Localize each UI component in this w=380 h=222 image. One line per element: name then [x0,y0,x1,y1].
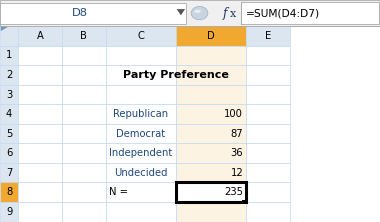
Bar [18,143,62,163]
Bar [106,104,176,124]
Text: N =: N = [109,187,128,197]
Bar [246,85,290,104]
Text: 3: 3 [6,89,12,100]
Bar [246,182,290,202]
Bar [176,85,246,104]
Ellipse shape [194,10,201,13]
Bar [0,104,18,124]
Bar [246,26,290,46]
Bar [0,0,380,26]
Bar [62,202,106,222]
Bar [241,2,379,24]
Text: 7: 7 [6,168,12,178]
Bar [18,65,62,85]
Polygon shape [1,27,8,31]
Bar [62,143,106,163]
Bar [106,202,176,222]
Bar [246,163,290,182]
Bar [176,46,246,65]
Bar [62,104,106,124]
Bar [176,65,246,85]
Bar [176,182,246,202]
Bar [62,163,106,182]
Bar [246,46,290,65]
Bar [106,163,176,182]
Text: Party Preference: Party Preference [123,70,229,80]
Text: 8: 8 [6,187,12,197]
Text: 12: 12 [230,168,243,178]
Text: D8: D8 [72,8,88,18]
Bar [0,3,186,24]
Text: 1: 1 [6,50,12,61]
Bar [106,143,176,163]
Bar [18,26,62,46]
Bar [246,202,290,222]
Text: Republican: Republican [113,109,168,119]
Bar [176,182,246,202]
Bar [62,26,106,46]
Text: 100: 100 [224,109,243,119]
Bar [18,182,62,202]
Bar [62,124,106,143]
Bar [246,124,290,143]
Text: E: E [265,31,271,41]
Text: 2: 2 [6,70,12,80]
Bar [0,143,18,163]
Polygon shape [177,9,185,15]
Bar [246,65,290,85]
Text: D: D [207,31,215,41]
Bar [0,26,18,46]
Bar [18,46,62,65]
Text: f: f [222,7,227,20]
Bar [106,85,176,104]
Text: A: A [36,31,44,41]
Bar [246,104,290,124]
Bar [0,65,18,85]
Bar [176,104,246,124]
Bar [106,65,176,85]
Text: =SUM(D4:D7): =SUM(D4:D7) [246,8,320,18]
Bar [242,200,246,202]
Text: 87: 87 [231,129,243,139]
Bar [211,2,241,24]
Text: 36: 36 [231,148,243,158]
Bar [0,46,18,65]
Bar [18,104,62,124]
Text: C: C [137,31,144,41]
Text: 9: 9 [6,207,12,217]
Text: 235: 235 [224,187,243,197]
Bar [18,85,62,104]
Bar [18,124,62,143]
Bar [176,124,246,143]
Text: B: B [80,31,87,41]
Bar [176,26,246,46]
Bar [106,124,176,143]
Bar [62,85,106,104]
Bar [106,46,176,65]
Bar [0,85,18,104]
Ellipse shape [191,6,208,20]
Text: 5: 5 [6,129,12,139]
Bar [106,182,176,202]
Text: 4: 4 [6,109,12,119]
Bar [176,163,246,182]
Text: x: x [230,9,236,19]
Bar [246,143,290,163]
Bar [62,182,106,202]
Bar [106,26,176,46]
Text: 6: 6 [6,148,12,158]
Bar [0,124,18,143]
Bar [62,65,106,85]
Bar [0,202,18,222]
Bar [62,46,106,65]
Text: Independent: Independent [109,148,173,158]
Bar [176,202,246,222]
Text: Democrat: Democrat [116,129,165,139]
Bar [0,163,18,182]
Bar [18,202,62,222]
Bar [176,143,246,163]
Bar [18,163,62,182]
Bar [0,182,18,202]
Text: Undecided: Undecided [114,168,168,178]
